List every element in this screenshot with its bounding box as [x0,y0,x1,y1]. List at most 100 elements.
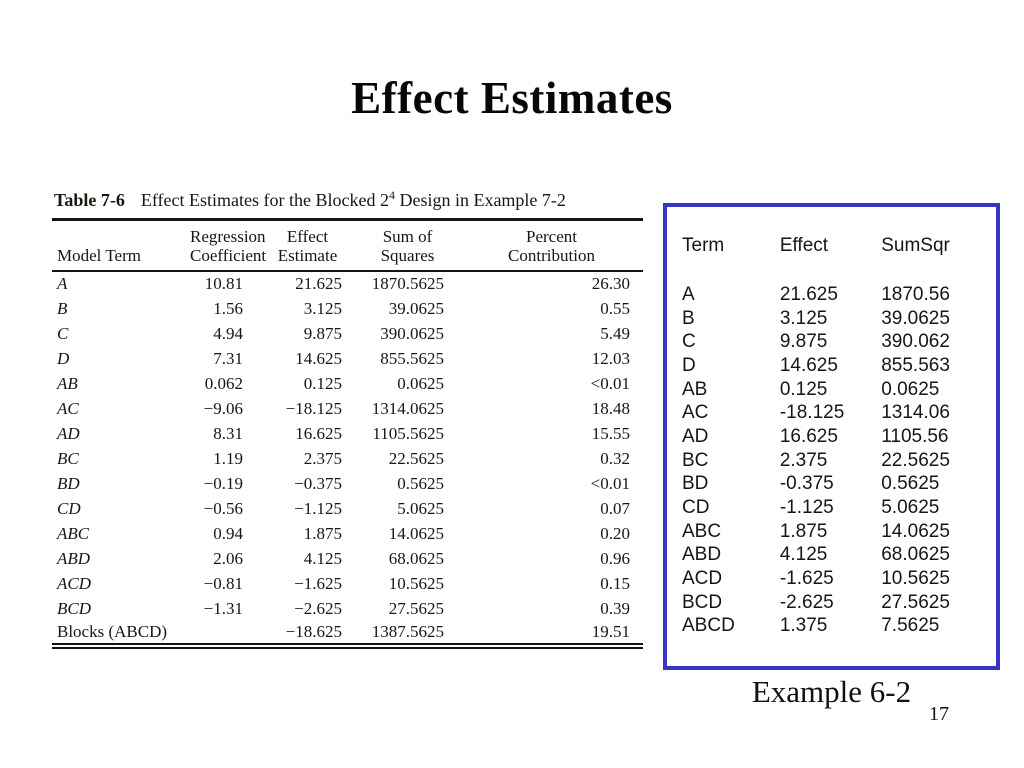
regression-coefficient-cell: 1.19 [213,448,243,468]
table-row: ABD 2.06 4.125 68.0625 0.96 [52,546,643,571]
sum-of-squares-cell: 39.0625 [388,298,444,318]
model-term-cell: BCD [57,598,91,618]
sumsqr-cell: 68.0625 [881,544,950,566]
table-row: AB 0.062 0.125 0.0625 <0.01 [52,371,643,396]
sumsqr-cell: 10.5625 [881,568,950,590]
table-row: BC 1.19 2.375 22.5625 0.32 [52,446,643,471]
percent-contribution-cell: 0.07 [600,498,630,518]
sum-of-squares-cell: 390.0625 [380,323,444,343]
percent-contribution-cell: 19.51 [591,622,630,641]
sumsqr-cell: 7.5625 [881,615,940,637]
term-cell: C [682,331,696,353]
percent-contribution-cell: 0.39 [600,598,630,618]
effect-cell: 2.375 [779,449,828,471]
table-row: ACD -1.625 10.5625 [682,567,996,591]
percent-contribution-cell: <0.01 [590,373,630,393]
term-cell: AC [682,402,709,424]
percent-contribution-cell: 0.15 [600,573,630,593]
regression-coefficient-cell: −0.56 [203,498,243,518]
sumsqr-cell: 22.5625 [881,449,950,471]
caption-exponent: 4 [388,188,395,202]
regression-coefficient-cell: −9.06 [203,398,243,418]
effect-cell: 3.125 [779,307,828,329]
table-row: ACD −0.81 −1.625 10.5625 0.15 [52,571,643,596]
col-header-percent-contribution: Percent Contribution [460,219,643,272]
table-row: C 4.94 9.875 390.0625 5.49 [52,321,643,346]
effect-estimate-cell: −0.375 [294,473,342,493]
header-line: Estimate [277,246,338,265]
effect-cell: 4.125 [779,544,828,566]
model-term-cell: AB [57,373,78,393]
model-term-cell: AD [57,423,80,443]
term-cell: ACD [682,568,723,590]
effect-estimates-table-header: Model Term Regression Coefficient Effect E… [52,219,643,272]
term-cell: AB [682,378,708,400]
regression-coefficient-cell: −0.19 [203,473,243,493]
effect-estimate-cell: 21.625 [295,274,342,293]
col-header-sum-of-squares: Sum of Squares [355,219,460,272]
table-row: Blocks (ABCD) −18.625 1387.5625 19.51 [52,621,643,646]
model-term-cell: C [57,323,69,343]
effect-cell: -2.625 [779,591,834,613]
table-row: BC 2.375 22.5625 [682,449,996,473]
effect-cell: 1.875 [779,520,828,542]
sumsqr-cell: 1314.06 [881,402,950,424]
table-row: BCD -2.625 27.5625 [682,591,996,615]
sum-of-squares-cell: 10.5625 [388,573,444,593]
effect-cell: 21.625 [779,283,838,305]
header-line: Regression [190,227,266,246]
table-row: D 14.625 855.563 [682,354,996,378]
effect-estimates-table: Model Term Regression Coefficient Effect E… [52,218,643,649]
table-row: ABCD 1.375 7.5625 [682,615,996,639]
sum-of-squares-cell: 14.0625 [388,523,444,543]
regression-coefficient-cell: 1.56 [213,298,243,318]
sumsqr-cell: 0.0625 [881,378,940,400]
header-row: Term Effect SumSqr [682,235,996,283]
header-line: Contribution [508,246,595,265]
effect-cell: -18.125 [779,402,845,424]
percent-contribution-cell: 0.55 [600,298,630,318]
sumsqr-cell: 39.0625 [881,307,950,329]
table-row: D 7.31 14.625 855.5625 12.03 [52,346,643,371]
model-term-cell: ABC [57,523,90,543]
sumsqr-cell: 0.5625 [881,473,940,495]
effect-estimate-cell: 2.375 [303,448,342,468]
term-cell: B [682,307,695,329]
percent-contribution-cell: 26.30 [591,274,630,293]
page-number: 17 [929,703,949,725]
model-term-cell: BD [57,473,80,493]
term-cell: AD [682,425,709,447]
scanned-table-caption: Table 7-6 Effect Estimates for the Blocke… [52,188,643,211]
table-row: BCD −1.31 −2.625 27.5625 0.39 [52,596,643,621]
table-row: A 21.625 1870.56 [682,283,996,307]
model-term-cell: ACD [57,573,91,593]
sumsqr-cell: 1105.56 [881,425,949,447]
sum-of-squares-cell: 68.0625 [388,548,444,568]
model-term-cell: CD [57,498,81,518]
header-line: Effect [286,227,329,246]
sum-of-squares-cell: 1387.5625 [371,622,444,641]
regression-coefficient-cell: 0.94 [213,523,243,543]
sum-of-squares-cell: 27.5625 [388,598,444,618]
effect-estimate-cell: −18.625 [285,622,342,641]
term-cell: ABCD [682,615,735,637]
term-cell: ABD [682,544,722,566]
summary-table: Term Effect SumSqr A 21.625 1870.56 B 3.… [682,235,996,638]
table-row: C 9.875 390.062 [682,330,996,354]
effect-cell: -0.375 [779,473,834,495]
sumsqr-cell: 1870.56 [881,283,950,305]
model-term-cell: B [57,298,68,318]
table-row: CD -1.125 5.0625 [682,496,996,520]
col-header-effect: Effect [779,235,829,256]
col-header-term: Term [682,235,725,256]
model-term-cell: A [57,274,68,293]
effect-estimate-cell: 14.625 [295,348,342,368]
model-term-cell: AC [57,398,79,418]
sum-of-squares-cell: 0.5625 [397,473,444,493]
sum-of-squares-cell: 1314.0625 [371,398,444,418]
col-header-sumsqr: SumSqr [881,235,950,256]
term-cell: BC [682,449,709,471]
effect-estimate-cell: 4.125 [303,548,342,568]
term-cell: ABC [682,520,722,542]
summary-table-body: A 21.625 1870.56 B 3.125 39.0625 C 9.875… [682,283,996,638]
